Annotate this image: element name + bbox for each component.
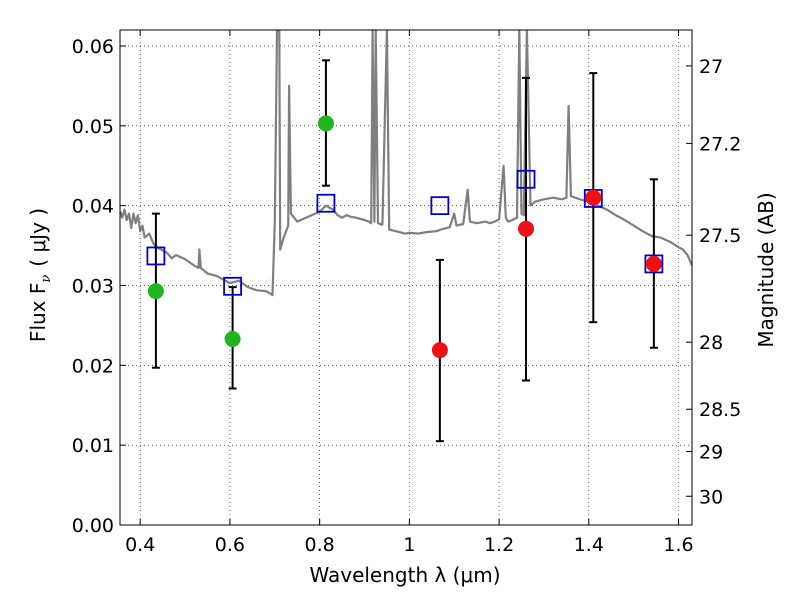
model-square-marker: [316, 193, 336, 213]
y-tick-label: 0.01: [72, 435, 114, 457]
observed-flux-marker: [645, 255, 662, 272]
observed-flux-marker: [317, 115, 334, 132]
y2-axis-label: Magnitude (AB): [754, 192, 778, 347]
y2-tick-label: 27.5: [699, 225, 741, 247]
observed-flux-marker: [147, 283, 164, 300]
model-square-marker: [146, 246, 166, 266]
x-tick-label: 1.4: [574, 534, 604, 556]
x-tick-label: 1.2: [484, 534, 514, 556]
data-points: [146, 115, 664, 359]
spectrum-line: [120, 30, 692, 297]
y-axis-label-main: Flux F: [26, 283, 50, 342]
y2-tick-label: 29: [699, 442, 723, 464]
plot-frame: [119, 29, 693, 526]
y-tick-label: 0.02: [72, 355, 114, 377]
model-square-marker: [516, 169, 536, 189]
x-tick-label: 0.4: [125, 534, 155, 556]
x-tick-label: 0.6: [215, 534, 245, 556]
y2-tick-label: 28.5: [699, 399, 741, 421]
grid: [120, 30, 692, 525]
y-axis-label: Flux Fν ( μJy ): [26, 208, 54, 342]
model-square-marker: [644, 254, 664, 274]
y-tick-label: 0.06: [72, 36, 114, 58]
y2-tick-label: 27.2: [699, 133, 741, 155]
y-axis-label-subscript: ν: [39, 275, 54, 283]
observed-flux-marker: [585, 189, 602, 206]
y-tick-label: 0.03: [72, 275, 114, 297]
y2-tick-label: 30: [699, 486, 723, 508]
model-spectrum: [120, 30, 692, 297]
x-tick-label: 1.6: [663, 534, 693, 556]
x-tick-label: 1: [403, 534, 415, 556]
y-tick-label: 0.05: [72, 116, 114, 138]
error-bars: [151, 59, 658, 443]
model-square-marker: [223, 276, 243, 296]
x-tick-label: 0.8: [305, 534, 335, 556]
y2-tick-label: 28: [699, 332, 723, 354]
y-tick-label: 0.00: [72, 515, 114, 537]
y-axis-label-units: ( μJy ): [26, 208, 50, 267]
observed-flux-marker: [518, 220, 535, 237]
x-axis-label: Wavelength λ (μm): [309, 563, 500, 587]
observed-flux-marker: [224, 330, 241, 347]
observed-flux-marker: [431, 342, 448, 359]
y2-tick-label: 27: [699, 56, 723, 78]
tick-labels: 0.4 0.6 0.8 1 1.2 1.4 1.6 0.00 0.01 0.02 0.03 0.04 0…: [72, 36, 742, 556]
y-tick-label: 0.04: [72, 196, 114, 218]
axis-ticks: [120, 30, 692, 526]
model-square-marker: [430, 196, 450, 216]
